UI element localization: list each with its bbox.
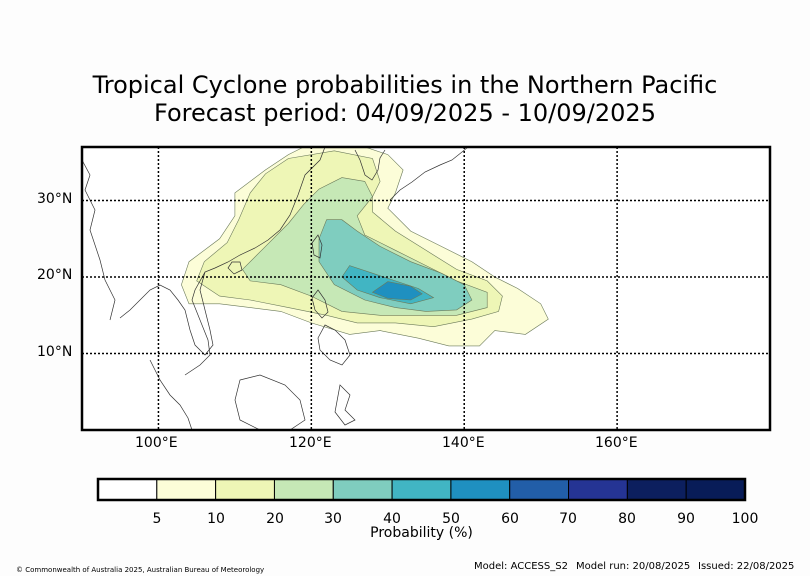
colorbar-tick-30: 30 [324,511,342,527]
coastline-korea [354,149,386,181]
issued-text: Issued: 22/08/2025 [698,561,795,572]
probability-region-50 [371,281,423,301]
colorbar-tick-100: 100 [731,511,759,527]
colorbar [96,477,747,502]
coastline-luzon [311,289,329,319]
lon-label-140: 140°E [442,435,485,451]
lon-label-100: 100°E [135,435,178,451]
coastline-hainan [227,261,243,275]
coastline-sulawesi [334,384,356,426]
colorbar-swatch-0 [97,478,158,501]
model-run-text: Model run: 20/08/2025 [576,561,691,572]
colorbar-swatch-5 [391,478,452,501]
colorbar-swatch-6 [450,478,511,501]
title-line-2: Forecast period: 04/09/2025 - 10/09/2025 [154,99,656,127]
colorbar-swatch-4 [332,478,393,501]
colorbar-swatch-10 [685,478,746,501]
colorbar-swatch-3 [273,478,334,501]
colorbar-tick-20: 20 [266,511,284,527]
coastline-indochina-west [82,159,116,321]
coastline-vietnam [184,271,211,376]
lat-label-20: 20°N [37,267,73,283]
gridlines [82,147,770,430]
coastline-borneo [234,374,306,430]
map-frame [80,145,772,432]
lat-label-30: 30°N [37,191,73,207]
colorbar-frame [96,477,747,502]
colorbar-tick-5: 5 [152,511,162,527]
colorbar-swatch-1 [156,478,217,501]
colorbar-tick-80: 80 [618,511,636,527]
colorbar-swatch-8 [568,478,628,501]
colorbar-swatch-9 [626,478,687,501]
colorbar-tick-10: 10 [207,511,225,527]
colorbar-tick-50: 50 [442,511,460,527]
colorbar-tick-70: 70 [559,511,577,527]
coastline-philippines [317,324,351,366]
colorbar-tick-90: 90 [677,511,695,527]
probability-regions [181,147,549,347]
colorbar-swatch-7 [509,478,570,501]
coastlines [82,147,469,430]
lon-label-120: 120°E [289,435,332,451]
coastline-japan [389,147,469,201]
coastline-china [119,147,326,356]
lat-label-10: 10°N [37,344,73,360]
lon-label-160: 160°E [595,435,638,451]
colorbar-tick-60: 60 [501,511,519,527]
copyright-text: © Commonwealth of Australia 2025, Austra… [16,566,265,574]
colorbar-swatch-2 [215,478,275,501]
colorbar-title: Probability (%) [370,525,473,541]
colorbar-tick-40: 40 [383,511,401,527]
coastline-taiwan [311,234,323,259]
model-text: Model: ACCESS_S2 [474,561,568,572]
title-line-1: Tropical Cyclone probabilities in the No… [92,71,718,99]
